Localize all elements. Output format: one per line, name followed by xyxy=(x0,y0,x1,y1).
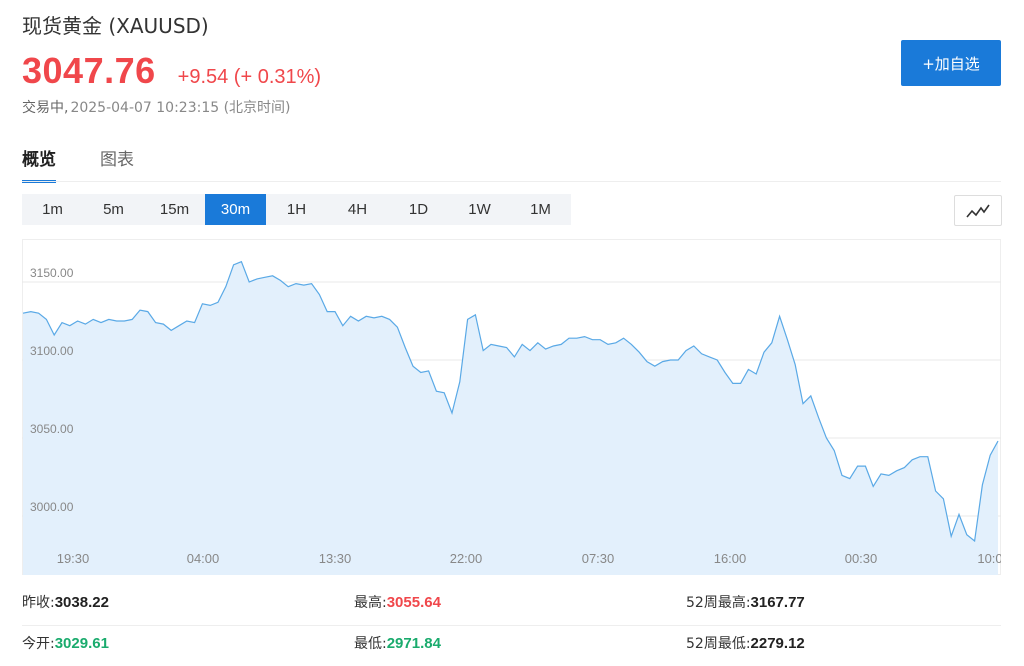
interval-15m[interactable]: 15m xyxy=(159,201,190,218)
stats-row: 今开:3029.61 最低:2971.84 52周最低:2279.12 xyxy=(22,625,1001,666)
x-tick-label: 13:30 xyxy=(319,551,352,566)
x-tick-label: 04:00 xyxy=(187,551,220,566)
stats-panel: 昨收:3038.22 最高:3055.64 52周最高:3167.77 今开:3… xyxy=(22,585,1001,666)
price-chart[interactable]: 3000.00 3050.00 3100.00 3150.00 19:30 04:00 13… xyxy=(22,239,1001,575)
stat-prev-close: 昨收:3038.22 xyxy=(22,592,109,612)
stat-label: 52周最低: xyxy=(686,636,751,652)
timestamp: 2025-04-07 10:23:15 (北京时间) xyxy=(70,100,291,116)
page-title: 现货黄金 (XAUUSD) xyxy=(22,14,209,38)
tab-chart[interactable]: 图表 xyxy=(100,150,134,170)
stat-label: 52周最高: xyxy=(686,595,751,611)
stat-value: 3055.64 xyxy=(386,594,441,611)
price-row: 3047.76 +9.54 (+ 0.31%) xyxy=(22,50,321,92)
line-chart-icon xyxy=(966,204,990,218)
x-tick-label: 00:30 xyxy=(845,551,878,566)
stat-high: 最高:3055.64 xyxy=(354,592,441,612)
x-tick-label: 10:0 xyxy=(977,551,1001,566)
stat-label: 今开: xyxy=(22,636,55,652)
interval-30m[interactable]: 30m xyxy=(205,194,266,225)
interval-1m[interactable]: 1m xyxy=(42,201,63,218)
interval-5m[interactable]: 5m xyxy=(103,201,124,218)
y-tick-label: 3050.00 xyxy=(30,422,74,436)
status-label: 交易中, xyxy=(22,100,69,116)
add-watchlist-button[interactable]: +加自选 xyxy=(901,40,1001,86)
x-tick-label: 19:30 xyxy=(57,551,90,566)
stat-label: 昨收: xyxy=(22,595,55,611)
y-tick-label: 3150.00 xyxy=(30,266,74,280)
stat-open: 今开:3029.61 xyxy=(22,633,109,653)
tab-divider xyxy=(22,181,1001,182)
current-price: 3047.76 xyxy=(22,50,156,91)
stat-label: 最低: xyxy=(354,636,387,652)
interval-4h[interactable]: 4H xyxy=(347,201,368,218)
tab-overview[interactable]: 概览 xyxy=(22,145,56,183)
price-line xyxy=(22,260,999,543)
x-tick-label: 07:30 xyxy=(582,551,615,566)
x-tick-label: 22:00 xyxy=(450,551,483,566)
stat-value: 3167.77 xyxy=(750,594,805,611)
chart-type-toggle[interactable] xyxy=(954,195,1002,226)
stat-value: 3029.61 xyxy=(54,635,109,652)
interval-1w[interactable]: 1W xyxy=(468,201,491,218)
interval-1h[interactable]: 1H xyxy=(286,201,307,218)
tab-bar: 概览 图表 xyxy=(22,145,178,183)
stats-row: 昨收:3038.22 最高:3055.64 52周最高:3167.77 xyxy=(22,585,1001,625)
stat-low: 最低:2971.84 xyxy=(354,633,441,653)
price-change: +9.54 (+ 0.31%) xyxy=(177,66,322,88)
stat-52w-low: 52周最低:2279.12 xyxy=(686,633,805,653)
interval-selector: 1m 5m 15m 30m 1H 4H 1D 1W 1M xyxy=(22,194,571,225)
y-tick-label: 3100.00 xyxy=(30,344,74,358)
stat-52w-high: 52周最高:3167.77 xyxy=(686,592,805,612)
trading-status: 交易中, 2025-04-07 10:23:15 (北京时间) xyxy=(22,97,291,117)
interval-1mo[interactable]: 1M xyxy=(530,201,551,218)
y-tick-label: 3000.00 xyxy=(30,500,74,514)
stat-value: 2279.12 xyxy=(750,635,805,652)
interval-1d[interactable]: 1D xyxy=(408,201,429,218)
stat-label: 最高: xyxy=(354,595,387,611)
price-area xyxy=(23,261,998,575)
stat-value: 3038.22 xyxy=(54,594,109,611)
x-tick-label: 16:00 xyxy=(714,551,747,566)
stat-value: 2971.84 xyxy=(386,635,441,652)
